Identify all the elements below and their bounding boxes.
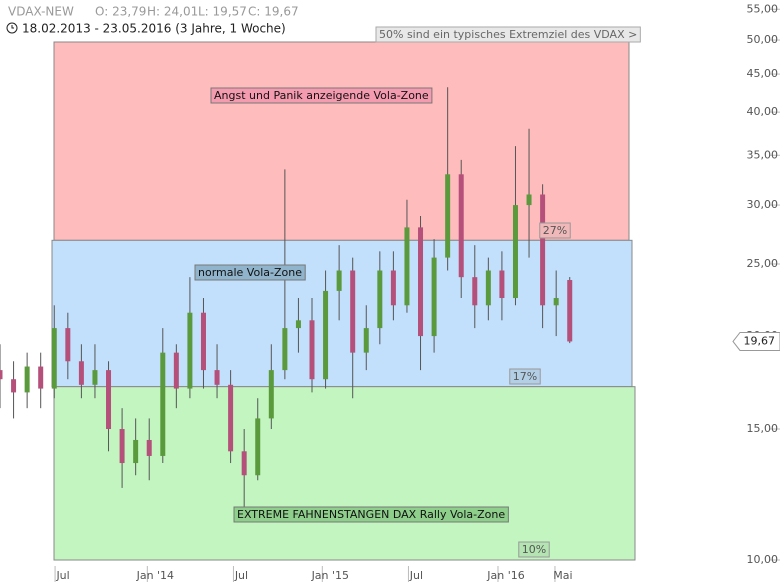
candle-body	[295, 320, 301, 329]
x-tick-label: Jul	[234, 569, 248, 582]
candle-body	[255, 418, 261, 476]
candle-body	[458, 174, 464, 278]
zone-label-box	[194, 264, 306, 281]
candle-body	[499, 270, 505, 299]
candle-body	[11, 379, 17, 393]
candle-body	[65, 328, 71, 362]
candle-body	[38, 366, 44, 389]
y-tick-label: 55,00	[747, 2, 779, 15]
zone	[53, 41, 630, 241]
candle-body	[404, 227, 410, 306]
candle-body	[377, 270, 383, 329]
candle-body	[431, 257, 437, 337]
candle-body	[445, 174, 451, 258]
zone-label-box	[210, 87, 433, 104]
zone-label: Angst und Panik anzeigende Vola-Zone	[214, 89, 429, 102]
zone-label-box	[233, 506, 509, 523]
candle-body	[540, 194, 546, 306]
candle-body	[241, 451, 247, 476]
clock-hand	[11, 25, 14, 29]
candle-body	[553, 298, 559, 306]
last-price-label: 19,67	[744, 334, 776, 347]
candle-body	[323, 290, 329, 380]
candle-body	[146, 439, 152, 456]
candle-body	[187, 312, 193, 389]
candle-body	[567, 280, 573, 342]
zone-percent-box	[518, 541, 550, 558]
note: 50% sind ein typisches Extremziel des VD…	[379, 28, 637, 41]
candle-body	[173, 352, 179, 389]
zone-percent: 17%	[513, 370, 537, 383]
candle-body	[92, 370, 98, 385]
zone-label: normale Vola-Zone	[198, 266, 302, 279]
y-tick-label: 25,00	[747, 257, 779, 270]
x-tick-label: Jan '14	[136, 569, 174, 582]
clock-icon	[6, 22, 18, 34]
candle-body	[160, 352, 166, 456]
candle-body	[309, 320, 315, 380]
candle-body	[214, 370, 220, 385]
y-tick-label: 45,00	[747, 67, 779, 80]
candle-body	[336, 270, 342, 291]
candle-body	[363, 328, 369, 353]
open: O: 23,79	[95, 5, 146, 19]
date-range: 18.02.2013 - 23.05.2016 (3 Jahre, 1 Woch…	[22, 22, 286, 36]
candle-body	[268, 370, 274, 419]
zone-percent: 10%	[522, 543, 546, 556]
candle-body	[526, 194, 532, 206]
x-tick-label: Jul	[409, 569, 423, 582]
high: H: 24,01	[147, 5, 198, 19]
y-tick-label: 40,00	[747, 105, 779, 118]
note-box	[375, 26, 641, 43]
x-tick-label: Jan '15	[311, 569, 349, 582]
x-tick-label: Mai	[553, 569, 572, 582]
zone-percent-box	[539, 222, 571, 239]
x-tick-label: Jan '16	[486, 569, 524, 582]
candle-body	[200, 312, 206, 371]
symbol: VDAX-NEW	[8, 5, 74, 19]
close: C: 19,67	[248, 5, 299, 19]
y-tick-label: 35,00	[747, 148, 779, 161]
candle-body	[350, 270, 356, 353]
candle-body	[418, 227, 424, 337]
candle-body	[485, 270, 491, 306]
zone	[53, 386, 636, 561]
candle-body	[133, 439, 139, 464]
candle-body	[228, 384, 234, 452]
candle-body	[512, 205, 518, 299]
candle-body	[51, 328, 57, 389]
y-tick-label: 30,00	[747, 198, 779, 211]
candle-body	[0, 370, 3, 380]
y-tick-label: 50,00	[747, 33, 779, 46]
candle-body	[106, 370, 112, 430]
candle-body	[282, 328, 288, 371]
candle-body	[390, 270, 396, 306]
x-tick-label: Jul	[55, 569, 69, 582]
candle-body	[119, 429, 125, 464]
candle-body	[78, 361, 84, 385]
zone-label: EXTREME FAHNENSTANGEN DAX Rally Vola-Zon…	[237, 508, 505, 521]
candle-body	[24, 366, 30, 393]
low: L: 19,57	[198, 5, 247, 19]
last-price-box	[732, 331, 780, 351]
candle-body	[472, 277, 478, 306]
zone	[51, 239, 633, 388]
zone-percent-box	[509, 368, 541, 385]
zone-percent: 27%	[543, 224, 567, 237]
y-tick-label: 15,00	[747, 422, 779, 435]
y-tick-label: 10,00	[747, 553, 779, 566]
